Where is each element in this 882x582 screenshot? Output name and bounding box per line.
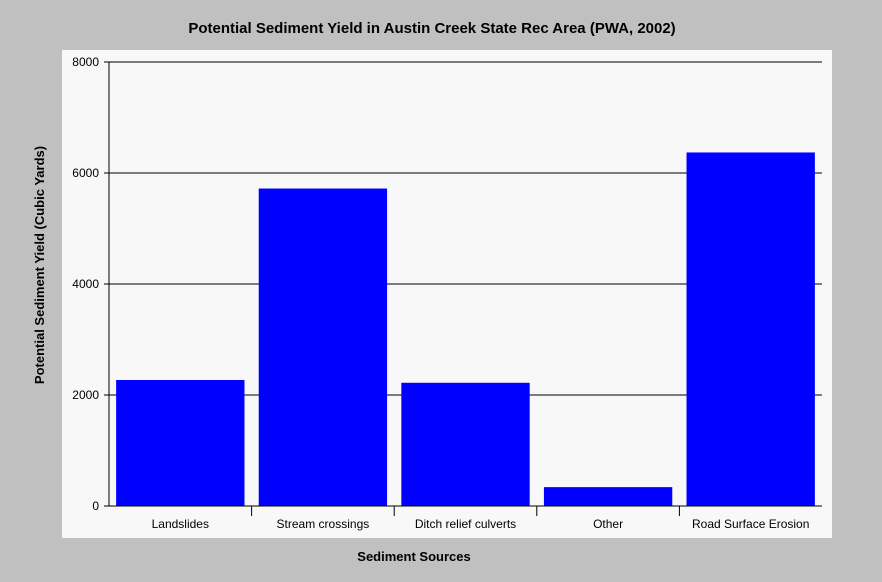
x-axis-label: Sediment Sources [357,549,470,564]
bar [543,487,673,506]
y-tick-label: 8000 [72,55,99,69]
bar [686,152,815,506]
chart-title: Potential Sediment Yield in Austin Creek… [188,20,675,37]
x-axis-ticks: Landslides Stream crossings Ditch relief c… [152,506,809,531]
x-tick-label: Ditch relief culverts [415,517,516,531]
bar [401,382,530,506]
x-tick-label: Stream crossings [277,517,370,531]
x-tick-label: Other [593,517,623,531]
x-tick-label: Landslides [152,517,209,531]
y-axis-ticks: 0 2000 4000 6000 8000 [72,55,109,513]
y-tick-label: 0 [92,499,99,513]
x-tick-label: Road Surface Erosion [692,517,809,531]
bar [258,188,388,507]
y-tick-label: 2000 [72,388,99,402]
bars [116,152,815,507]
bar [116,380,245,506]
y-tick-label: 6000 [72,166,99,180]
y-tick-label: 4000 [72,277,99,291]
y-axis-label: Potential Sediment Yield (Cubic Yards) [32,146,47,384]
